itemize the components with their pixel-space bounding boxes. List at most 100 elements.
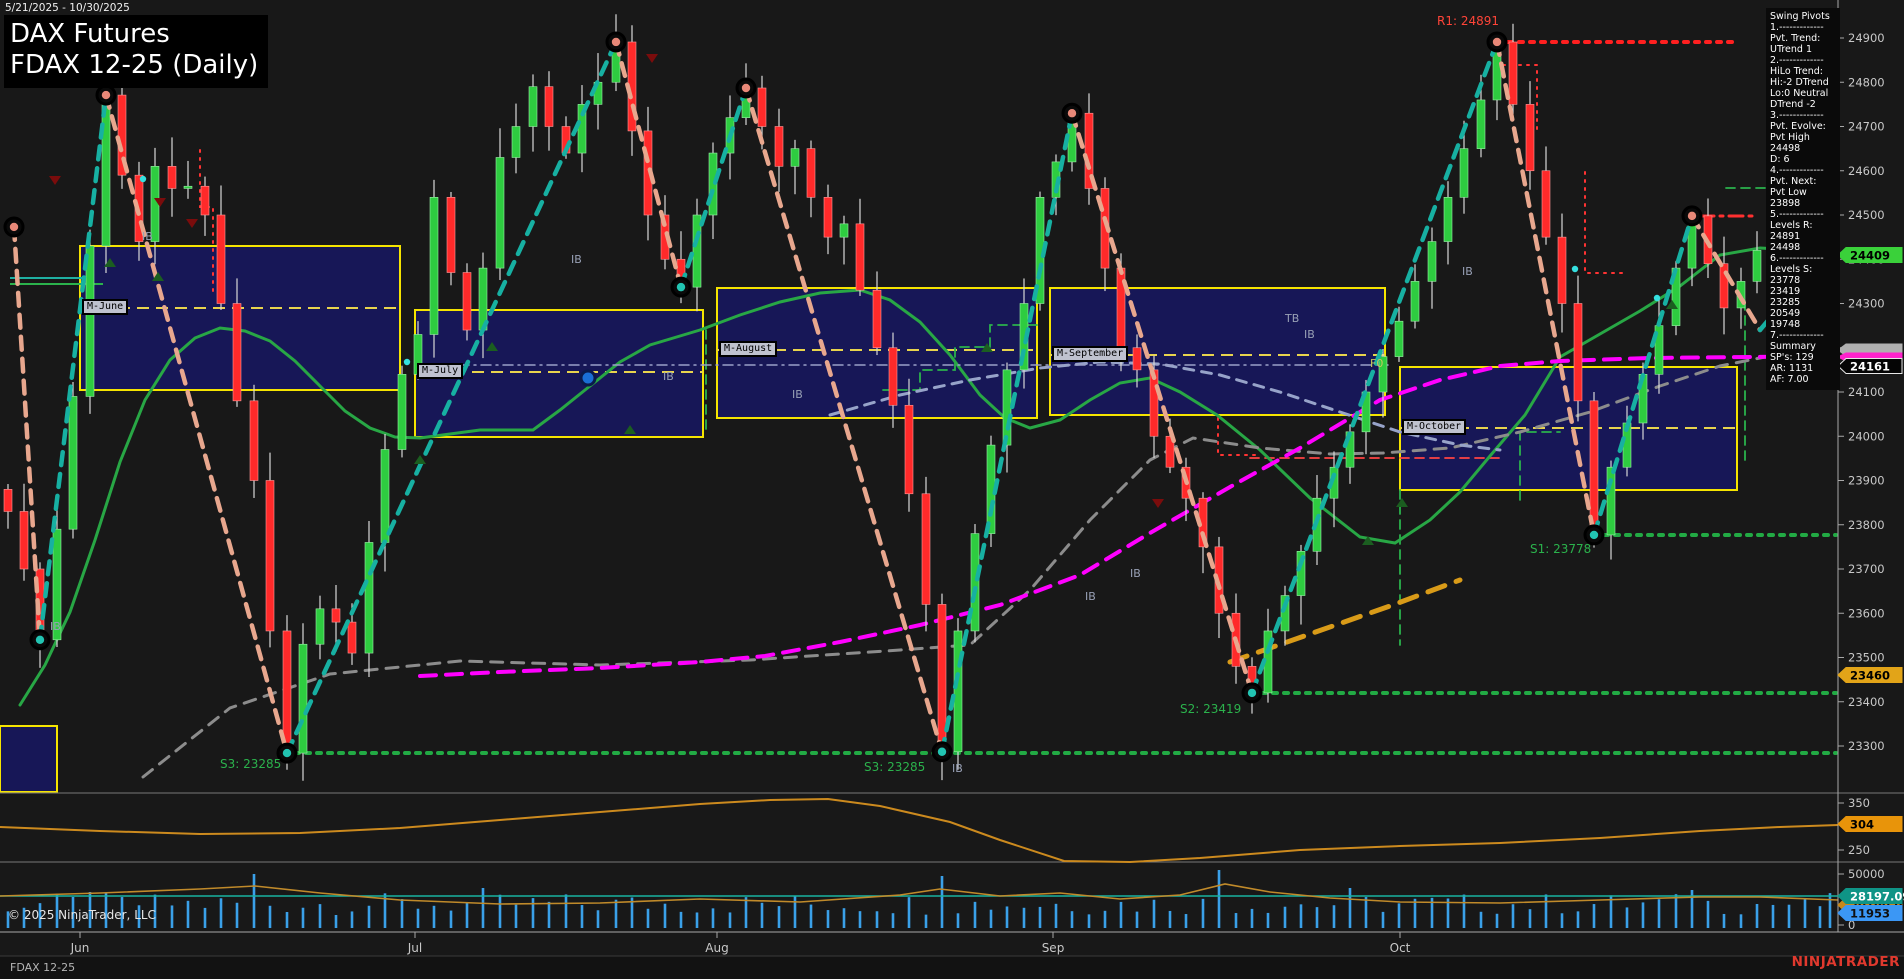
swing-pivots-line: 5.------------- <box>1770 209 1824 220</box>
bar-annotation: IB <box>1130 567 1141 580</box>
svg-text:50000: 50000 <box>1848 867 1885 881</box>
svg-text:23800: 23800 <box>1848 518 1885 532</box>
month-range-label: M-June <box>82 299 129 315</box>
pivot-markers <box>3 31 1703 764</box>
svg-text:0: 0 <box>1848 918 1855 932</box>
svg-text:Aug: Aug <box>705 941 728 955</box>
swing-pivots-line: Swing Pivots <box>1770 11 1830 22</box>
swing-zigzag-lines <box>11 39 1829 756</box>
time-axis[interactable]: Jun Jul Aug Sep Oct <box>0 931 1904 957</box>
volume-panel[interactable] <box>0 870 1839 928</box>
svg-text:304: 304 <box>1850 818 1874 832</box>
svg-text:24161: 24161 <box>1850 360 1890 374</box>
swing-pivots-line: 24498 <box>1770 143 1801 154</box>
svg-text:Sep: Sep <box>1042 941 1065 955</box>
bar-annotation: IB <box>50 620 61 633</box>
swing-pivots-panel: Swing Pivots 1.------------- Pvt. Trend: UT… <box>1766 8 1840 390</box>
chart-title: DAX Futures FDAX 12-25 (Daily) <box>4 15 269 88</box>
svg-text:250: 250 <box>1848 843 1870 857</box>
copyright-label: © 2025 NinjaTrader, LLC <box>8 908 156 922</box>
level-label: R1: 24891 <box>1437 14 1500 28</box>
swing-pivots-line: Pvt Low <box>1770 187 1807 198</box>
swing-pivots-line: 3.------------- <box>1770 110 1824 121</box>
svg-text:23400: 23400 <box>1848 695 1885 709</box>
swing-pivots-line: 6.------------- <box>1770 253 1824 264</box>
svg-text:24900: 24900 <box>1848 31 1885 45</box>
svg-text:Jun: Jun <box>70 941 90 955</box>
swing-pivots-line: SP's: 129 <box>1770 352 1814 363</box>
date-range-label: 5/21/2025 - 10/30/2025 <box>5 2 130 14</box>
svg-text:23500: 23500 <box>1848 651 1885 665</box>
bar-annotation: IB <box>663 370 674 383</box>
svg-text:24300: 24300 <box>1848 297 1885 311</box>
contract-period-label: FDAX 12-25 (Daily) <box>10 50 259 80</box>
panel-separators <box>0 792 1904 863</box>
swing-pivots-line: Hi:-2 DTrend <box>1770 77 1829 88</box>
level-label: S2: 23419 <box>1180 702 1242 716</box>
bar-annotation: IB <box>1304 328 1315 341</box>
swing-pivots-line: Levels R: <box>1770 220 1813 231</box>
svg-text:Oct: Oct <box>1390 941 1411 955</box>
month-range-label: M-September <box>1052 346 1129 362</box>
svg-text:24100: 24100 <box>1848 385 1885 399</box>
swing-pivots-line: 2.------------- <box>1770 55 1824 66</box>
bar-annotation: TB <box>1285 312 1300 325</box>
swing-pivots-line: D: 6 <box>1770 154 1790 165</box>
swing-pivots-line: HiLo Trend: <box>1770 66 1823 77</box>
bar-annotation: IB <box>792 388 803 401</box>
instrument-tab[interactable]: FDAX 12-25 <box>10 961 76 974</box>
level-label: S3: 23285 <box>864 760 926 774</box>
price-axis[interactable]: 2490024800247002460024500244002430024200… <box>1837 0 1885 932</box>
svg-text:23600: 23600 <box>1848 606 1885 620</box>
svg-text:350: 350 <box>1848 796 1870 810</box>
svg-text:23700: 23700 <box>1848 562 1885 576</box>
swing-pivots-line: AR: 1131 <box>1770 363 1814 374</box>
swing-pivots-line: AF: 7.00 <box>1770 374 1809 385</box>
swing-pivots-line: 23419 <box>1770 286 1801 297</box>
swing-pivots-line: 23898 <box>1770 198 1801 209</box>
swing-pivots-line: 24891 <box>1770 231 1801 242</box>
month-range-label: M-July <box>417 363 464 379</box>
bar-annotation: IB <box>571 253 582 266</box>
svg-text:24600: 24600 <box>1848 164 1885 178</box>
svg-text:24409: 24409 <box>1850 249 1890 263</box>
svg-text:23300: 23300 <box>1848 739 1885 753</box>
svg-text:23460: 23460 <box>1850 669 1890 683</box>
svg-text:Jul: Jul <box>407 941 422 955</box>
svg-text:23900: 23900 <box>1848 474 1885 488</box>
bar-annotation: IB <box>1085 590 1096 603</box>
swing-pivots-line: Pvt. Trend: <box>1770 33 1821 44</box>
svg-text:24000: 24000 <box>1848 429 1885 443</box>
ninjatrader-logo: NINJATRADER <box>1791 954 1900 970</box>
bar-annotation: IB <box>1462 265 1473 278</box>
svg-text:11953: 11953 <box>1850 907 1890 921</box>
swing-pivots-line: Pvt. Next: <box>1770 176 1817 187</box>
swing-pivots-line: 23778 <box>1770 275 1801 286</box>
level-label: S3: 23285 <box>220 757 282 771</box>
bar-annotation: F0 <box>1370 357 1384 370</box>
swing-pivots-line: DTrend -2 <box>1770 99 1816 110</box>
range-indicator-panel[interactable] <box>0 797 1839 864</box>
month-range-label: M-August <box>719 341 778 357</box>
swing-pivots-line: 24498 <box>1770 242 1801 253</box>
swing-pivots-line: 1.------------- <box>1770 22 1824 33</box>
svg-text:28197.09: 28197.09 <box>1850 890 1904 904</box>
svg-text:24500: 24500 <box>1848 208 1885 222</box>
bar-annotation: IB <box>142 230 153 243</box>
swing-pivots-line: 19748 <box>1770 319 1801 330</box>
swing-pivots-line: 23285 <box>1770 297 1801 308</box>
instrument-name: DAX Futures <box>10 19 170 49</box>
price-marker-tags: 24409241612346030420190.001195328197.09 <box>1836 247 1904 921</box>
swing-pivots-line: Levels S: <box>1770 264 1813 275</box>
month-range-label: M-October <box>1402 419 1467 435</box>
swing-pivots-line: Pvt High <box>1770 132 1810 143</box>
swing-pivots-line: Lo:0 Neutral <box>1770 88 1829 99</box>
svg-text:24800: 24800 <box>1848 75 1885 89</box>
svg-text:24700: 24700 <box>1848 120 1885 134</box>
swing-pivots-line: 7.------------- <box>1770 330 1824 341</box>
swing-pivots-line: Pvt. Evolve: <box>1770 121 1826 132</box>
level-label: S1: 23778 <box>1530 542 1592 556</box>
swing-pivots-line: UTrend 1 <box>1770 44 1813 55</box>
